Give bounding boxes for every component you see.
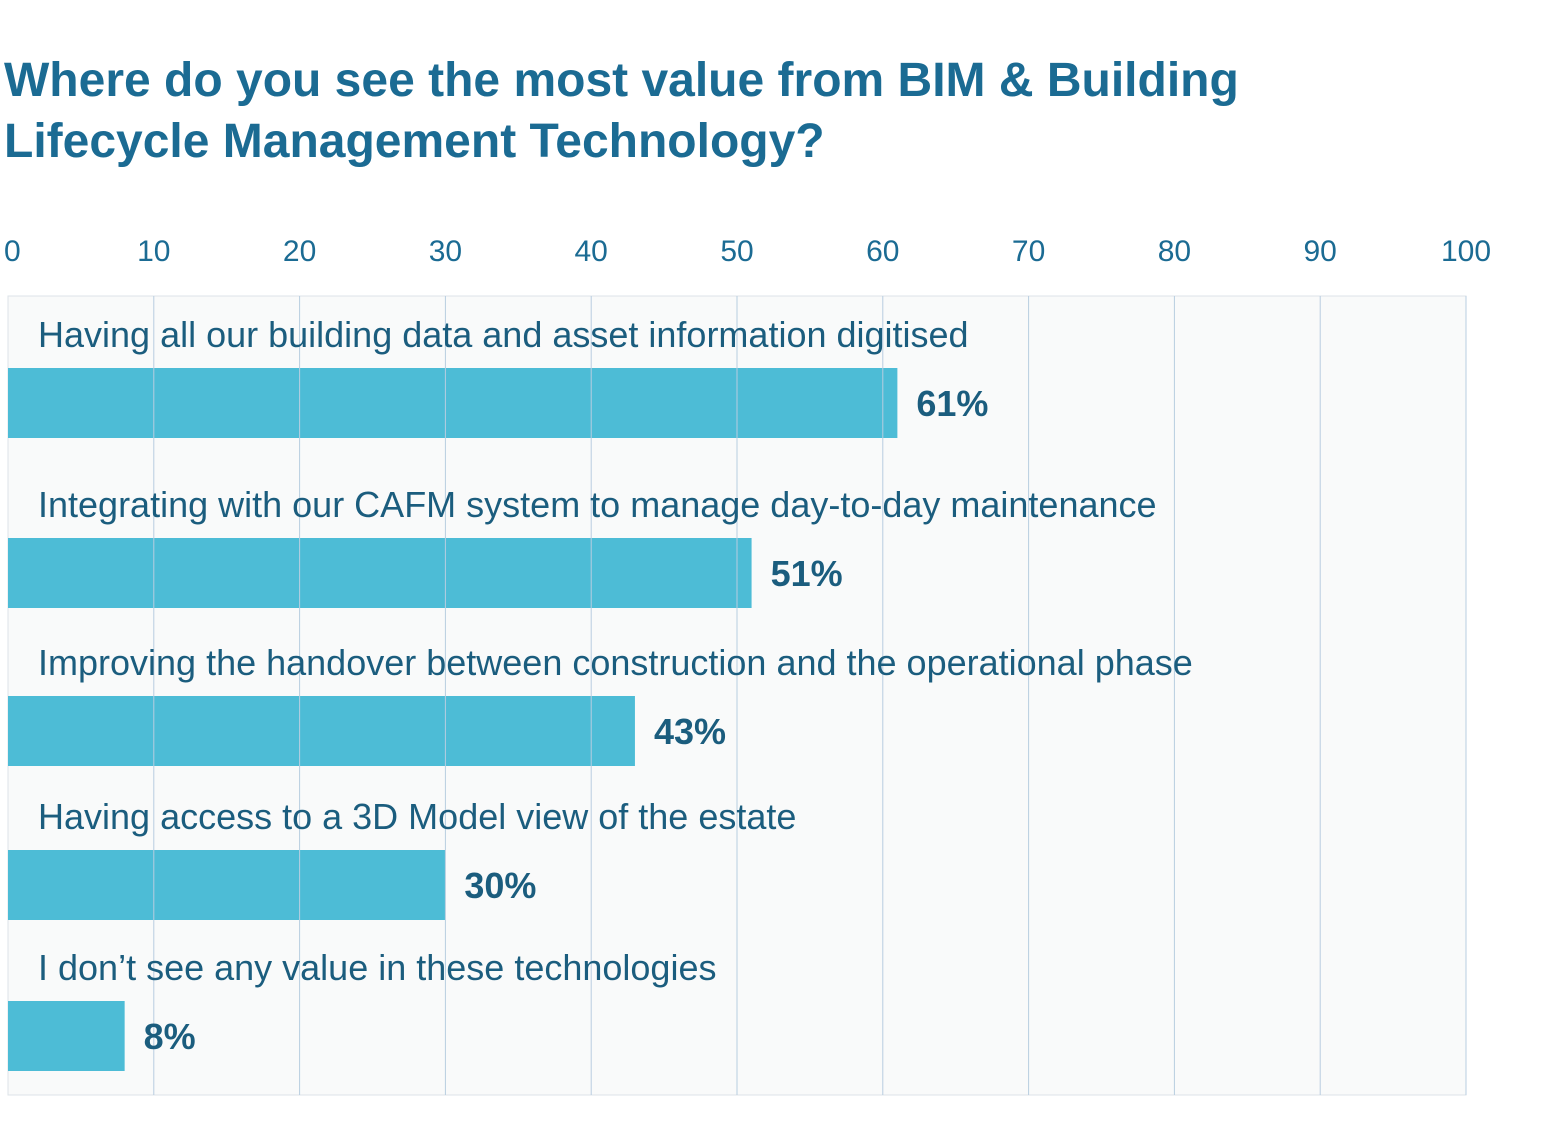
value-label-2: 51% xyxy=(771,553,843,594)
x-tick-label-50: 50 xyxy=(720,235,753,268)
x-tick-label-100: 100 xyxy=(1441,235,1491,268)
category-label-3: Improving the handover between construct… xyxy=(38,642,1193,683)
x-tick-label-20: 20 xyxy=(283,235,316,268)
x-tick-label-40: 40 xyxy=(575,235,608,268)
value-label-1: 61% xyxy=(916,383,988,424)
chart-title-line-1: Where do you see the most value from BIM… xyxy=(4,54,1239,107)
category-label-1: Having all our building data and asset i… xyxy=(38,314,969,355)
category-label-4: Having access to a 3D Model view of the … xyxy=(38,796,796,837)
bar-5 xyxy=(8,1001,125,1071)
chart-title-line-2: Lifecycle Management Technology? xyxy=(4,115,825,168)
chart-title: Where do you see the most value from BIM… xyxy=(4,50,1454,172)
x-tick-label-90: 90 xyxy=(1304,235,1337,268)
category-label-2: Integrating with our CAFM system to mana… xyxy=(38,484,1157,525)
bar-4 xyxy=(8,850,446,920)
category-label-5: I don’t see any value in these technolog… xyxy=(38,947,716,988)
x-tick-label-60: 60 xyxy=(866,235,899,268)
x-tick-label-10: 10 xyxy=(137,235,170,268)
x-tick-label-0: 0 xyxy=(4,235,21,268)
x-tick-label-30: 30 xyxy=(429,235,462,268)
x-tick-label-70: 70 xyxy=(1012,235,1045,268)
bar-2 xyxy=(8,538,752,608)
x-tick-label-80: 80 xyxy=(1158,235,1191,268)
bar-1 xyxy=(8,368,898,438)
value-label-5: 8% xyxy=(144,1016,196,1057)
value-label-3: 43% xyxy=(654,711,726,752)
value-label-4: 30% xyxy=(464,865,536,906)
bar-3 xyxy=(8,696,635,766)
